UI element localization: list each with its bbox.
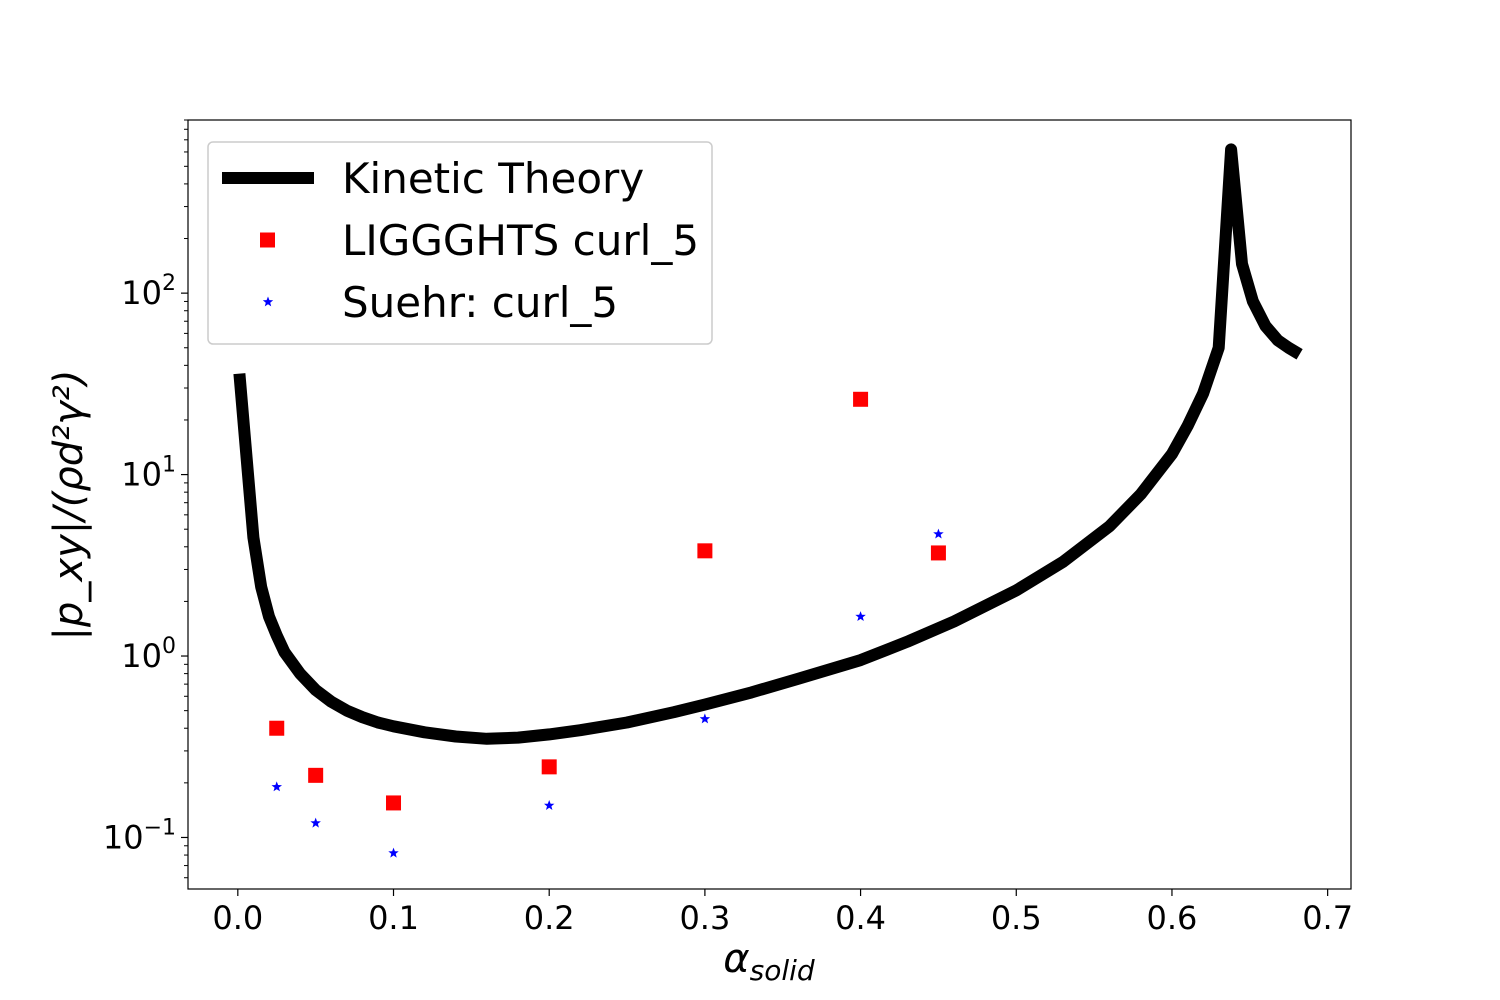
x-tick-label: 0.6 <box>1147 899 1198 937</box>
y-tick-label: 102 <box>121 271 176 312</box>
point-liggghts <box>697 543 713 559</box>
point-suehr <box>933 528 944 539</box>
x-tick-label: 0.0 <box>212 899 263 937</box>
point-liggghts <box>308 767 324 783</box>
point-suehr <box>544 800 555 810</box>
y-tick-label: 101 <box>121 453 176 494</box>
legend-label: Suehr: curl_5 <box>342 278 618 327</box>
plot-frame <box>187 119 1352 890</box>
x-axis-label: αsolid <box>723 936 815 987</box>
point-liggghts <box>386 795 402 811</box>
x-tick-label: 0.2 <box>524 899 575 937</box>
x-axis-label-main: α <box>723 936 749 982</box>
point-liggghts <box>541 759 557 775</box>
point-suehr <box>271 781 282 792</box>
plot-area <box>233 143 1303 858</box>
x-tick-label: 0.5 <box>991 899 1042 937</box>
x-axis-label-sub: solid <box>750 954 815 987</box>
x-tick-label: 0.1 <box>368 899 419 937</box>
point-suehr <box>388 847 399 858</box>
y-axis-label: |p_xy|/(ρd²γ²) <box>46 370 92 641</box>
x-tick-label: 0.7 <box>1302 899 1353 937</box>
point-suehr <box>855 611 866 621</box>
legend: Kinetic Theory LIGGGHTS curl_5 Suehr: curl… <box>207 141 713 345</box>
axes: 0.0 0.1 0.2 0.3 0.4 0.5 0.6 0.7 10−1 100 101 102 <box>103 119 1353 937</box>
point-suehr <box>699 713 711 724</box>
x-tick-label: 0.3 <box>679 899 730 937</box>
point-liggghts <box>930 545 946 561</box>
legend-swatch-square <box>260 232 275 248</box>
series-line-kinetic-theory <box>233 143 1303 745</box>
x-tick-label: 0.4 <box>835 899 886 937</box>
y-tick-label: 100 <box>121 634 176 675</box>
point-liggghts <box>853 391 869 407</box>
legend-swatch-star <box>262 296 274 307</box>
legend-label: Kinetic Theory <box>342 154 644 203</box>
point-suehr <box>310 817 321 828</box>
legend-box <box>207 141 713 345</box>
legend-label: LIGGGHTS curl_5 <box>342 216 699 265</box>
point-liggghts <box>269 720 285 736</box>
y-tick-label: 10−1 <box>103 815 176 856</box>
